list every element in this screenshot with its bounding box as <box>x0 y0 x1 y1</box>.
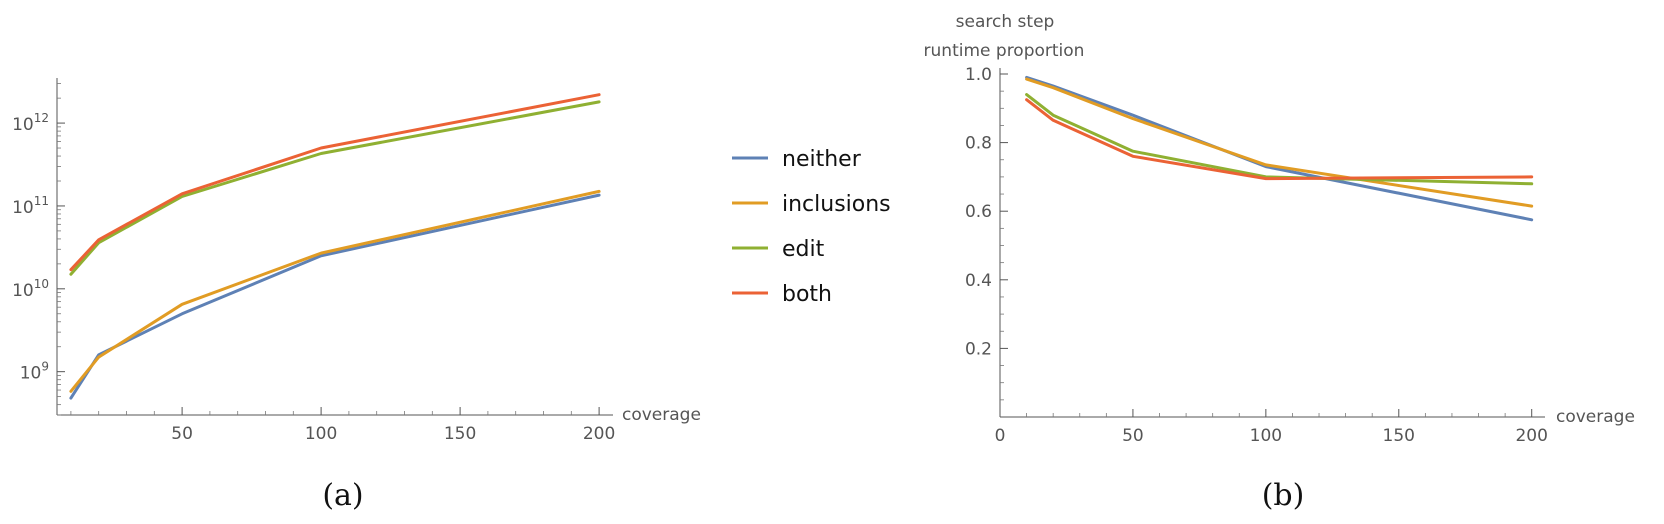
x-tick-label: 150 <box>1383 426 1415 446</box>
x-tick-label: 100 <box>305 424 337 444</box>
x-tick-label: 200 <box>583 424 615 444</box>
y-tick-label-exponent: 9 <box>41 360 49 374</box>
y-tick-label: 0.2 <box>965 339 992 359</box>
y-tick-label-base: 10 <box>12 198 34 218</box>
series-line-both <box>1025 98 1534 181</box>
y-tick-label-base: 10 <box>12 281 34 301</box>
x-axis-label: coverage <box>1556 407 1635 427</box>
legend-label-both: both <box>782 282 832 307</box>
y-axis-label-line1: search step <box>956 12 1055 32</box>
y-tick-label: 1011 <box>12 194 49 218</box>
y-tick-label-exponent: 10 <box>34 277 49 291</box>
y-tick-label: 1.0 <box>965 65 992 85</box>
y-tick-label: 0.6 <box>965 202 992 222</box>
x-tick-label: 100 <box>1250 426 1282 446</box>
y-tick-label-exponent: 11 <box>34 194 49 208</box>
legend-label-neither: neither <box>782 147 862 172</box>
y-tick-label: 0.4 <box>965 271 992 291</box>
legend-label-inclusions: inclusions <box>782 192 891 217</box>
y-axis-label-line2: runtime proportion <box>924 41 1085 61</box>
series-line-neither <box>1025 75 1534 222</box>
x-tick-label: 50 <box>1122 426 1144 446</box>
series-line-neither <box>69 193 601 400</box>
y-tick-label: 1012 <box>12 111 49 135</box>
series-line-both <box>69 93 601 272</box>
y-tick-label: 1010 <box>12 277 49 301</box>
caption-b: (b) <box>1262 478 1305 513</box>
x-tick-label: 150 <box>444 424 476 444</box>
y-tick-label-exponent: 12 <box>34 111 49 125</box>
x-tick-label: 50 <box>171 424 193 444</box>
x-axis-label: coverage <box>622 405 701 425</box>
chart-b: 0 50 100 150 200 0.2 0.4 0.6 0.8 1.0 search step ru… <box>924 12 1635 513</box>
series-line-edit <box>69 100 601 276</box>
y-tick-label-base: 10 <box>20 364 42 384</box>
x-tick-label: 0 <box>995 426 1006 446</box>
y-tick-label: 109 <box>20 360 49 384</box>
legend: neither inclusions edit both <box>732 147 891 307</box>
series-line-inclusions <box>69 189 601 393</box>
caption-a: (a) <box>322 478 363 513</box>
x-tick-label: 200 <box>1515 426 1547 446</box>
y-tick-label: 0.8 <box>965 134 992 154</box>
legend-label-edit: edit <box>782 237 825 262</box>
y-tick-label-base: 10 <box>12 115 34 135</box>
